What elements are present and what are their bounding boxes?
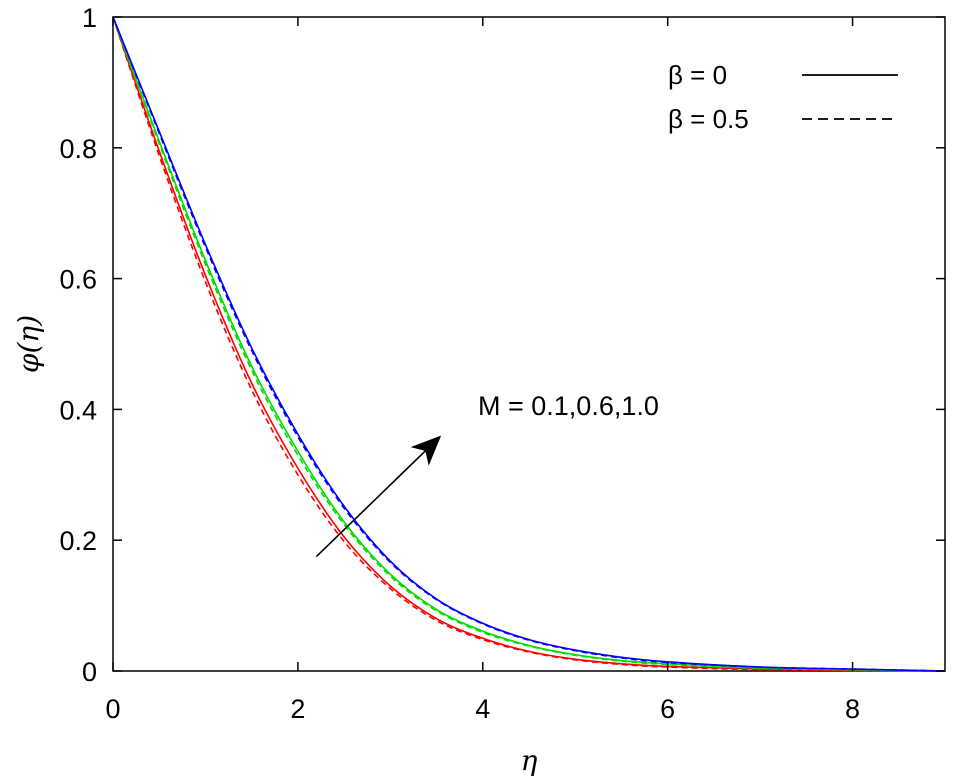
series-line-M0.6-beta0.5	[112, 16, 946, 672]
y-axis-label: φ(η)	[12, 315, 45, 373]
annotation-text: M = 0.1,0.6,1.0	[478, 391, 659, 421]
x-tick-label: 6	[660, 694, 675, 724]
x-tick-label: 4	[475, 694, 490, 724]
y-tick-label: 0	[82, 657, 97, 687]
legend-label-1: β = 0.5	[668, 104, 749, 134]
x-axis-label: η	[521, 744, 538, 777]
x-tick-label: 8	[845, 694, 860, 724]
series-line-M0.1-beta0.5	[112, 16, 946, 672]
x-tick-labels: 0 2 4 6 8	[105, 694, 860, 724]
annotation-arrow-head	[410, 435, 442, 466]
y-tick-label: 0.8	[59, 134, 97, 164]
y-tick-labels: 0 0.2 0.4 0.6 0.8 1	[59, 3, 97, 687]
annotation: M = 0.1,0.6,1.0	[315, 391, 659, 558]
series-line-M1.0-beta0.5	[112, 16, 946, 672]
legend-label-0: β = 0	[668, 60, 727, 90]
legend: β = 0 β = 0.5	[668, 60, 898, 134]
y-tick-label: 0.4	[59, 395, 97, 425]
y-tick-label: 0.6	[59, 265, 97, 295]
annotation-arrow-shaft	[315, 450, 426, 558]
series-layer	[112, 16, 946, 672]
x-tick-label: 2	[290, 694, 305, 724]
ticks-layer	[112, 16, 945, 672]
plot-area	[112, 16, 946, 672]
x-tick-label: 0	[105, 694, 120, 724]
y-tick-label: 0.2	[59, 526, 97, 556]
y-tick-label: 1	[82, 3, 97, 33]
